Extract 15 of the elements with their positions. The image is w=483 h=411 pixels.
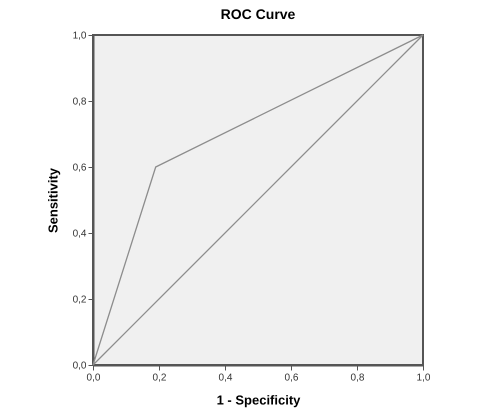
y-tick-label: 0,2 (72, 294, 87, 306)
y-tick-label: 0,4 (72, 228, 87, 240)
chart-title: ROC Curve (220, 6, 296, 22)
x-tick-label: 0,8 (350, 372, 365, 384)
x-tick-label: 0,4 (218, 372, 233, 384)
y-axis-title: Sensitivity (46, 167, 61, 234)
x-tick-label: 0,2 (152, 372, 167, 384)
y-tick-label: 0,0 (72, 360, 87, 372)
x-tick-label: 1,0 (416, 372, 431, 384)
x-axis-title: 1 - Specificity (216, 392, 302, 408)
x-tick-label: 0,0 (86, 372, 101, 384)
y-tick-label: 0,6 (72, 162, 87, 174)
x-tick-label: 0,6 (284, 372, 299, 384)
y-tick-label: 0,8 (72, 96, 87, 108)
y-tick-label: 1,0 (72, 30, 87, 42)
